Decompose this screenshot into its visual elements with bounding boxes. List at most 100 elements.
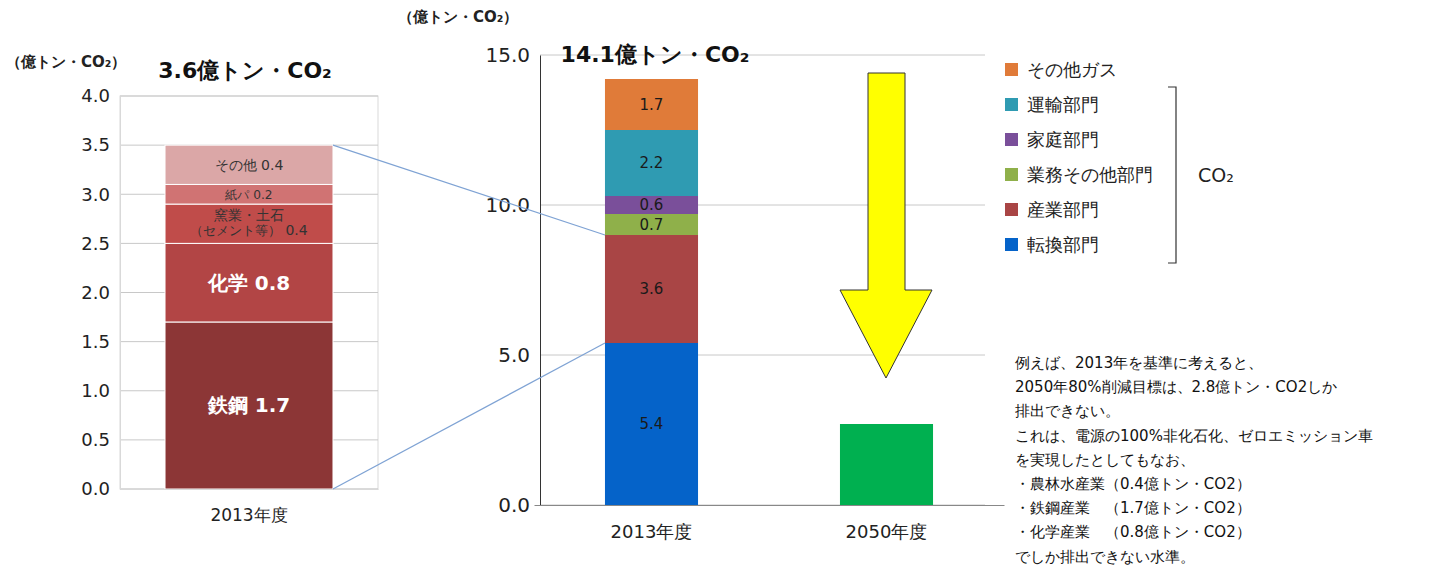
data-label: 窯業・土石（セメント等） 0.4	[190, 207, 307, 238]
x-axis-line	[535, 505, 1005, 506]
x-tick-label: 2050年度	[846, 521, 928, 542]
bars	[165, 145, 333, 489]
y-tick-label: 15.0	[485, 43, 530, 67]
zoom-line	[333, 343, 605, 489]
legend-label: 産業部門	[1027, 199, 1099, 220]
zoom-line	[333, 145, 605, 235]
y-tick-label: 3.5	[81, 134, 110, 155]
annotation-line: を実現したとしてもなお、	[1015, 451, 1195, 469]
y-tick: 5.0	[498, 343, 540, 367]
y-tick: 1.0	[81, 380, 120, 401]
x-axis: 2013年度 2050年度	[535, 505, 1005, 542]
y-axis-line	[540, 56, 541, 506]
legend-label: 運輸部門	[1027, 94, 1099, 115]
y-tick: 3.5	[81, 134, 120, 155]
value: 0.4	[285, 222, 307, 238]
y-tick-label: 2.0	[81, 282, 110, 303]
data-label: 5.4	[640, 415, 664, 433]
data-label: 化学 0.8	[207, 271, 290, 295]
y-axis: 0.00.51.01.52.02.53.03.54.0	[81, 85, 120, 499]
y-tick: 2.0	[81, 282, 120, 303]
annotation-line: 例えば、2013年を基準に考えると、	[1015, 354, 1263, 372]
bar-segment	[840, 424, 933, 505]
data-label: 3.6	[640, 280, 664, 298]
chart: 鉄鋼 1.7 化学 0.8 窯業・土石（セメント等） 0.4 紙パ 0.2 その他 0.…	[0, 0, 1430, 574]
y-tick-label: 1.5	[81, 331, 110, 352]
legend-label: 業務その他部門	[1027, 164, 1153, 185]
value: 0.2	[253, 188, 272, 202]
annotation-line: 2050年80%削減目標は、2.8億トン・CO2しか	[1015, 378, 1337, 396]
y-axis-title: （億トン・CO₂）	[6, 53, 126, 71]
y-tick-label: 0.0	[81, 478, 110, 499]
bar-segment	[605, 214, 698, 235]
y-tick-label: 2.5	[81, 233, 110, 254]
chart-1: 5.43.60.70.62.21.70.05.010.015.02013年度20…	[398, 8, 1234, 542]
data-labels: 鉄鋼 1.7 化学 0.8 窯業・土石（セメント等） 0.4 紙パ 0.2 その他 0.…	[190, 157, 307, 418]
legend-swatch	[1005, 203, 1018, 216]
legend-swatch	[1005, 98, 1018, 111]
bar-segment	[605, 196, 698, 214]
legend-label: 転換部門	[1027, 234, 1099, 255]
series-name: 紙パ	[225, 188, 253, 202]
series-name: その他	[215, 157, 261, 173]
series-name-part: （セメント等）	[190, 223, 285, 238]
data-label: 0.7	[640, 216, 664, 234]
annotation-line: ・農林水産業（0.4億トン・CO2）	[1015, 475, 1251, 493]
y-tick: 1.5	[81, 331, 120, 352]
value: 1.7	[255, 393, 290, 417]
bar-segment	[165, 322, 333, 489]
legend-label: その他ガス	[1027, 59, 1117, 80]
legend-swatch	[1005, 168, 1018, 181]
title: 14.1億トン・CO₂	[561, 42, 750, 67]
bar-segment	[165, 184, 333, 204]
series-name: 鉄鋼	[207, 393, 255, 417]
x-tick-label: 2013年度	[611, 521, 693, 542]
bar-segment	[165, 243, 333, 322]
x-tick: 2013年度	[210, 489, 287, 525]
grid-line	[120, 96, 378, 97]
bar-segment	[605, 235, 698, 343]
y-tick: 4.0	[81, 85, 120, 106]
y-axis-title: （億トン・CO₂）	[398, 8, 518, 26]
annotation-line: ・鉄鋼産業 （1.7億トン・CO2）	[1015, 499, 1251, 517]
y-tick: 2.5	[81, 233, 120, 254]
y-axis-line	[120, 97, 121, 490]
y-tick-label: 1.0	[81, 380, 110, 401]
data-label: 0.6	[640, 196, 664, 214]
annotation-line: でしか排出できない水準。	[1015, 548, 1195, 566]
bar-segment	[165, 145, 333, 184]
data-labels: 5.4 3.6 0.7 0.6 2.2 1.7	[640, 96, 664, 434]
reduction-arrow	[840, 73, 932, 378]
grid	[120, 96, 378, 489]
grid	[540, 55, 985, 505]
bar-segment	[605, 79, 698, 130]
chart-0: 鉄鋼 1.7 化学 0.8 窯業・土石（セメント等） 0.4 紙パ 0.2 その他 0.…	[6, 53, 379, 525]
y-tick-label: 10.0	[485, 193, 530, 217]
bar-segment	[605, 130, 698, 196]
data-label: 紙パ 0.2	[225, 188, 272, 202]
x-axis: 2013年度	[121, 489, 379, 525]
y-tick: 3.0	[81, 184, 120, 205]
annotation-line: これは、電源の100%非化石化、ゼロエミッション車	[1015, 427, 1373, 445]
x-tick-label: 2013年度	[210, 505, 287, 525]
bar-segment	[165, 204, 333, 243]
legend-bracket	[1168, 87, 1176, 263]
annotation-line: 排出できない。	[1015, 402, 1120, 420]
data-label: 1.7	[640, 96, 664, 114]
x-tick: 2013年度	[611, 505, 693, 542]
legend-swatch	[1005, 238, 1018, 251]
data-label: 2.2	[640, 154, 664, 172]
bar-segment	[605, 343, 698, 505]
annotation-line: ・化学産業 （0.8億トン・CO2）	[1015, 523, 1251, 541]
y-tick: 15.0	[485, 43, 540, 67]
legend-swatch	[1005, 133, 1018, 146]
y-tick-label: 0.0	[498, 493, 530, 517]
series-name-part: 窯業・土石	[214, 207, 284, 223]
legend-group-label: CO₂	[1198, 164, 1234, 186]
y-axis: 0.0 5.0 10.0 15.0	[485, 43, 540, 517]
value: 0.4	[261, 157, 283, 173]
y-tick: 0.0	[81, 478, 120, 499]
series-name: 化学	[207, 271, 255, 295]
data-label: その他 0.4	[215, 157, 284, 173]
annotation: 例えば、2013年を基準に考えると、 2050年80%削減目標は、2.8億トン・C…	[1015, 354, 1373, 566]
